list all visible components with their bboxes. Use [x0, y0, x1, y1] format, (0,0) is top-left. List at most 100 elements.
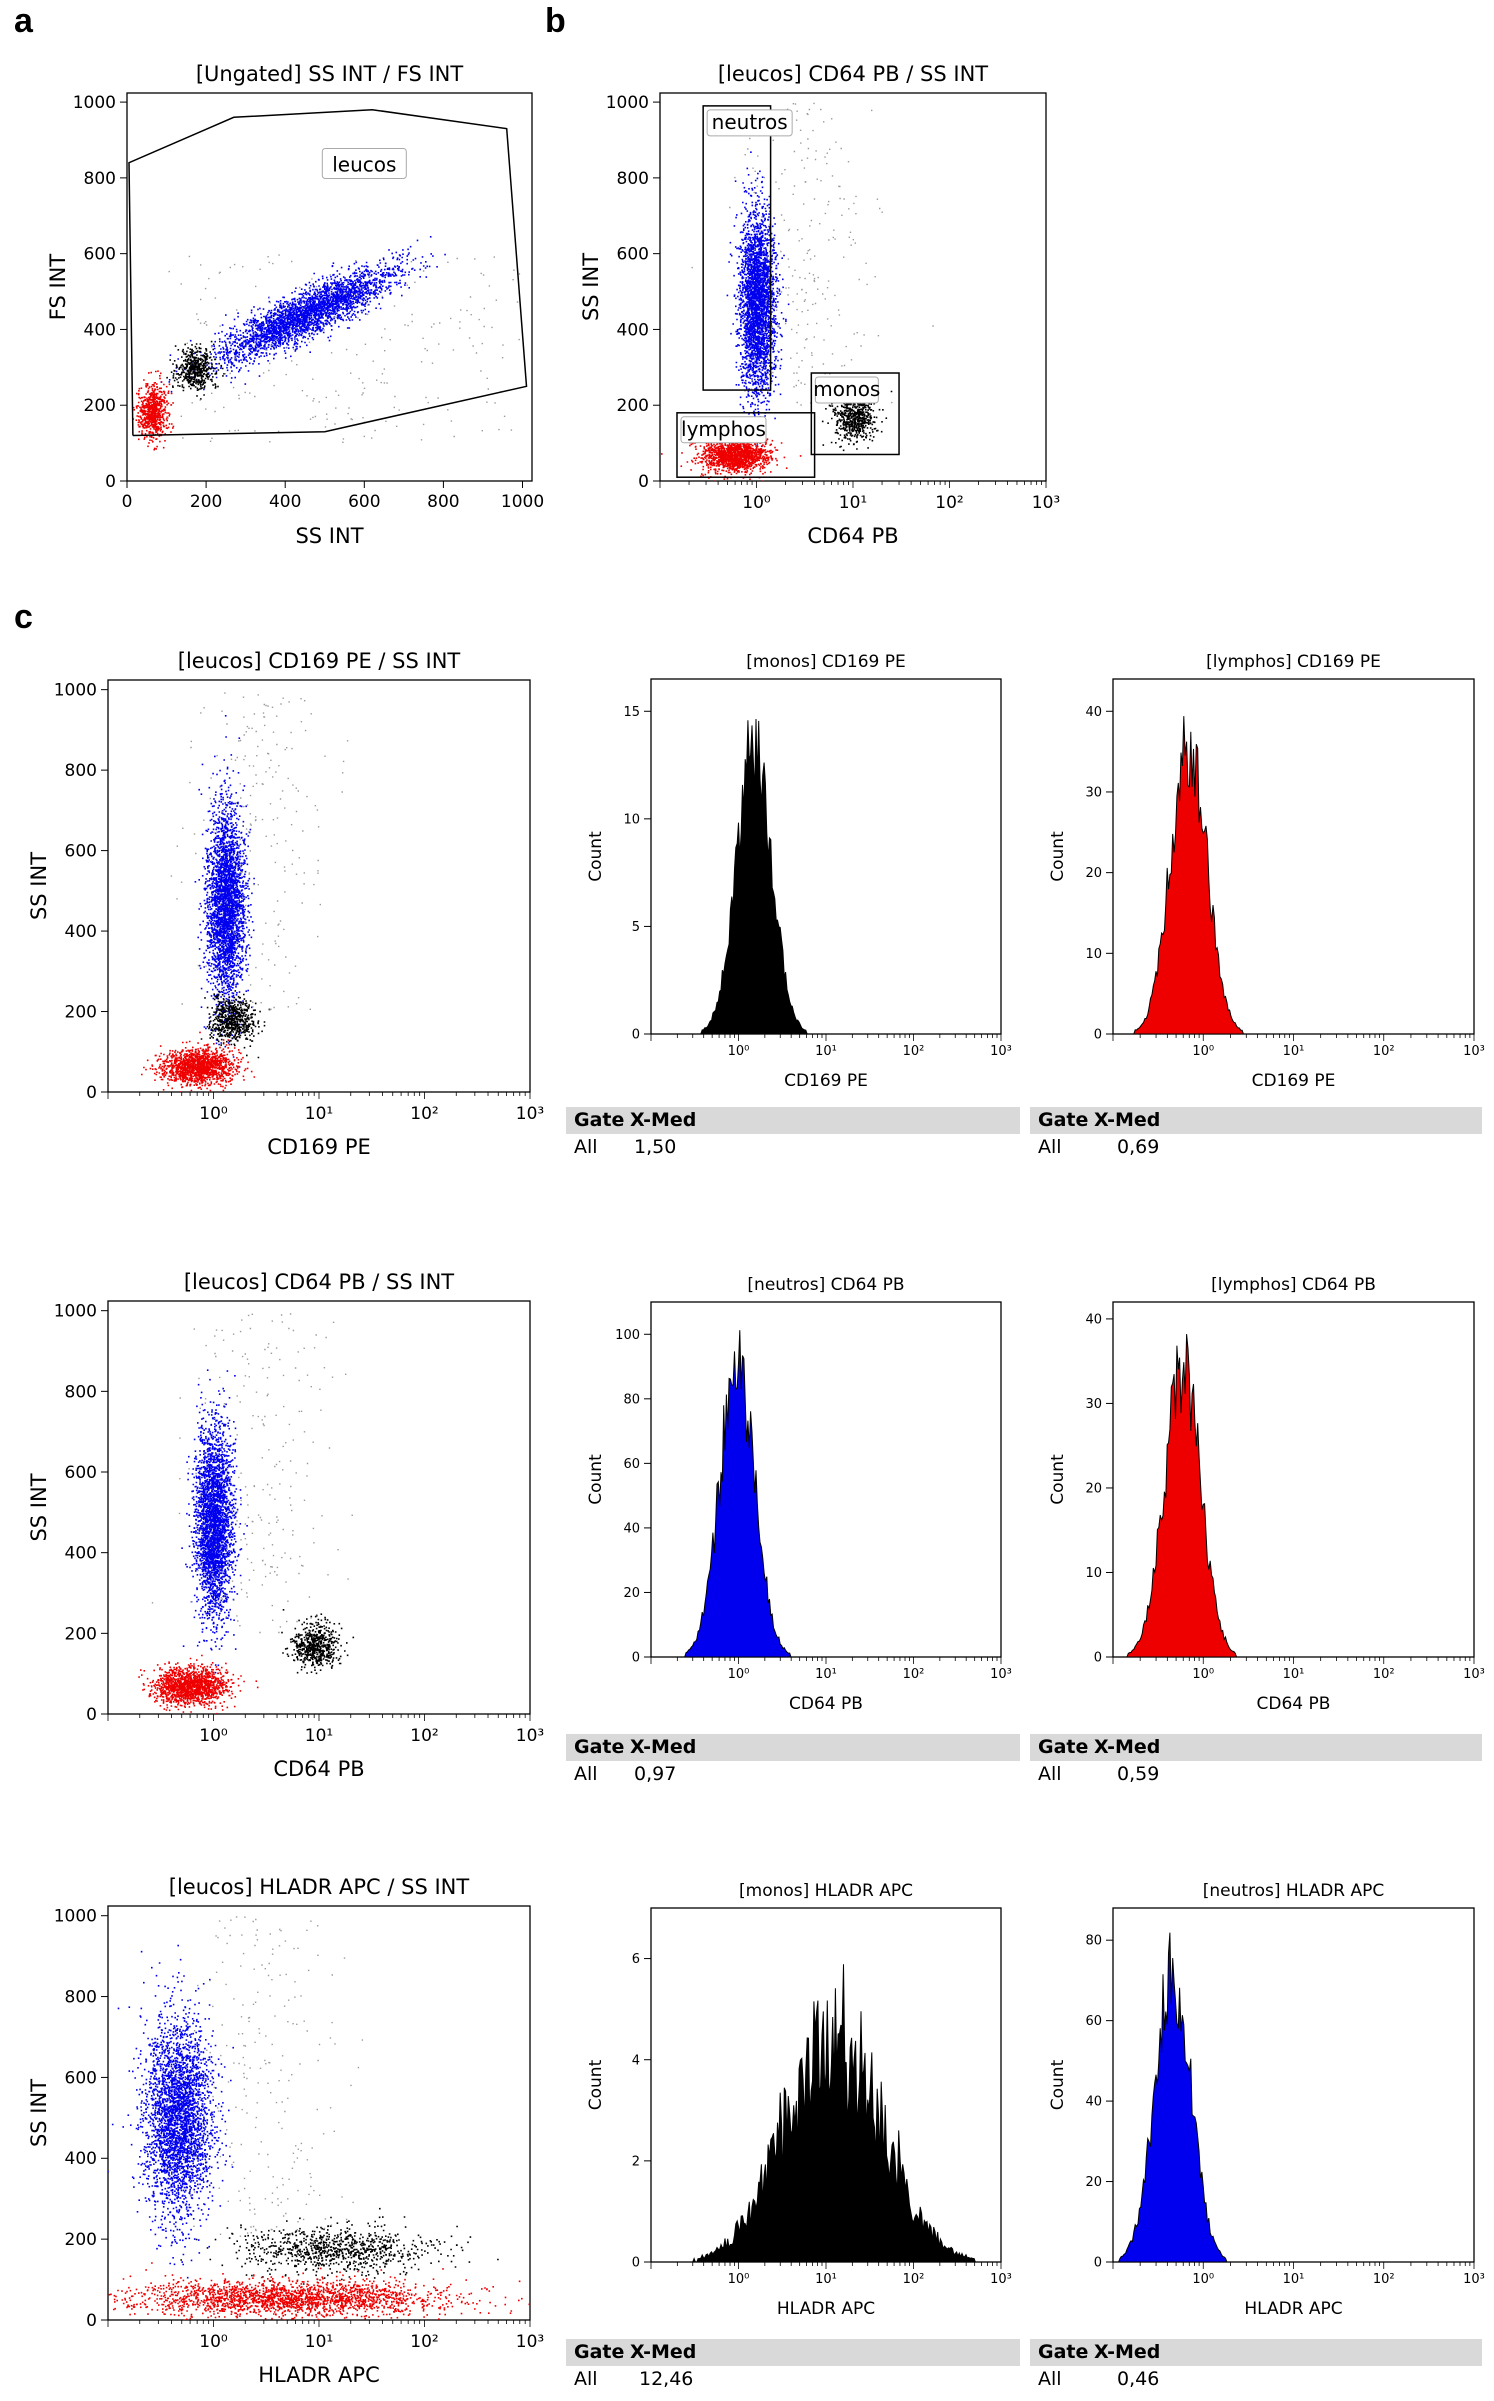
x-tick-label: 10³: [1463, 1667, 1485, 1682]
leucos-gate: [128, 108, 528, 437]
y-tick-label: 60: [623, 1457, 640, 1472]
y-tick-label: 1000: [54, 1907, 97, 1927]
x-tick-label: 10³: [1463, 1044, 1485, 1059]
y-axis-label: SS INT: [27, 852, 51, 920]
chart-title: [neutros] CD64 PB: [747, 1275, 904, 1295]
x-tick-label: 10⁰: [728, 1667, 750, 1682]
scatter-plot-c1: [leucos] CD169 PE / SS INT CD169 PE SS INT…: [27, 649, 544, 1159]
histogram-area: [1113, 1932, 1474, 2263]
y-tick-label: 400: [65, 1544, 97, 1564]
x-tick-label: 1000: [501, 492, 544, 512]
lymphos-gate: [676, 412, 816, 478]
neutros-population-dots: [108, 1944, 234, 2279]
y-axis-label: Count: [586, 1454, 606, 1505]
chart-title: [Ungated] SS INT / FS INT: [196, 62, 464, 86]
y-tick-label: 0: [86, 2311, 97, 2331]
monos-population-dots: [180, 2207, 499, 2285]
x-tick-label: 600: [348, 492, 380, 512]
stats-gate-header: Gate: [574, 1109, 625, 1131]
y-tick-label: 5: [632, 920, 640, 935]
x-axis-label: CD64 PB: [1257, 1694, 1331, 1714]
neutros-population-dots: [181, 1369, 248, 1690]
x-tick-label: 800: [427, 492, 459, 512]
neutros-gate: [702, 105, 772, 391]
histogram-c9: [neutros] HLADR APC HLADR APC Count 10⁰ 10¹ 1…: [1048, 1881, 1485, 2319]
panel-label-a: a: [14, 2, 33, 40]
x-tick-label: 10⁰: [199, 1726, 228, 1746]
y-axis-label: SS INT: [27, 1473, 51, 1541]
lymphos-population-dots: [132, 370, 175, 451]
x-tick-label: 10²: [410, 1726, 438, 1746]
stats-xmed-value: 0,97: [634, 1763, 677, 1785]
y-tick-label: 0: [632, 1651, 640, 1666]
scatter-plot-a: [Ungated] SS INT / FS INT SS INT FS INT 0 20…: [46, 62, 544, 548]
stats-xmed-value: 0,59: [1117, 1763, 1160, 1785]
chart-title: [leucos] CD169 PE / SS INT: [178, 649, 461, 673]
plot-frame: [107, 679, 531, 1093]
stats-xmed-value: 0,46: [1117, 2368, 1160, 2390]
chart-title: [lymphos] CD64 PB: [1211, 1275, 1376, 1295]
dots-layer: [108, 1916, 530, 2320]
x-tick-label: 10¹: [815, 1044, 837, 1059]
chart-title: [leucos] CD64 PB / SS INT: [184, 1270, 454, 1294]
y-tick-label: 200: [65, 1002, 97, 1022]
y-tick-label: 200: [65, 1624, 97, 1644]
y-axis-label: SS INT: [579, 253, 603, 321]
x-tick-label: 10³: [990, 1044, 1012, 1059]
y-tick-label: 600: [84, 245, 116, 265]
plot-frame: [126, 92, 533, 482]
y-axis-label: SS INT: [27, 2079, 51, 2147]
x-tick-label: 10²: [1373, 1044, 1395, 1059]
y-tick-label: 6: [632, 1952, 640, 1967]
stats-table-c6: Gate X-Med All 0,59: [1030, 1734, 1482, 1788]
y-tick-label: 80: [623, 1392, 640, 1407]
stats-gate-header: Gate: [1038, 2341, 1089, 2363]
y-tick-label: 15: [623, 705, 640, 720]
x-tick-label: 10³: [1463, 2272, 1485, 2287]
y-tick-label: 30: [1085, 786, 1102, 801]
stats-gate-value: All: [1038, 1136, 1062, 1158]
x-tick-label: 10²: [903, 2272, 925, 2287]
y-tick-label: 800: [65, 1988, 97, 2008]
stats-table-c9: Gate X-Med All 0,46: [1030, 2339, 1482, 2393]
stats-xmed-value: 1,50: [634, 1136, 677, 1158]
x-tick-label: 10⁰: [728, 2272, 750, 2287]
neutros-population-dots: [160, 236, 446, 394]
y-tick-label: 80: [1085, 1934, 1102, 1949]
other-events-dots: [172, 1916, 364, 2237]
monos-gate-label-box: [814, 376, 879, 404]
y-tick-label: 1000: [54, 1302, 97, 1322]
x-tick-label: 10²: [1373, 2272, 1395, 2287]
y-tick-label: 600: [617, 245, 649, 265]
monos-gate-label: monos: [813, 377, 880, 401]
y-tick-label: 200: [617, 396, 649, 416]
y-tick-label: 800: [617, 169, 649, 189]
dots-layer: [138, 1313, 355, 1714]
stats-gate-value: All: [574, 1136, 598, 1158]
y-axis-label: Count: [1048, 1454, 1068, 1505]
stats-gate-header: Gate: [574, 1736, 625, 1758]
y-tick-label: 10: [623, 812, 640, 827]
y-tick-label: 200: [65, 2230, 97, 2250]
stats-xmed-header: X-Med: [1094, 1109, 1161, 1131]
y-tick-label: 400: [84, 320, 116, 340]
y-tick-label: 0: [86, 1705, 97, 1725]
y-tick-label: 400: [65, 922, 97, 942]
y-tick-label: 400: [65, 2149, 97, 2169]
histogram-area: [1113, 716, 1474, 1035]
histogram-c2: [monos] CD169 PE CD169 PE Count 10⁰ 10¹ 10² 10…: [586, 652, 1012, 1091]
stats-gate-value: All: [1038, 1763, 1062, 1785]
stats-xmed-header: X-Med: [1094, 1736, 1161, 1758]
stats-table-c3: Gate X-Med All 0,69: [1030, 1107, 1482, 1161]
scatter-plot-c7: [leucos] HLADR APC / SS INT HLADR APC SS I…: [27, 1875, 544, 2387]
y-tick-label: 20: [623, 1586, 640, 1601]
y-tick-label: 0: [86, 1083, 97, 1103]
neutros-gate-label-box: [706, 109, 793, 137]
stats-table-c2: Gate X-Med All 1,50: [566, 1107, 1020, 1161]
stats-xmed-header: X-Med: [630, 2341, 697, 2363]
x-tick-label: 10⁰: [199, 1104, 228, 1124]
leucos-gate-label-box: [321, 148, 407, 180]
y-tick-label: 20: [1085, 866, 1102, 881]
y-axis-label: Count: [1048, 2059, 1068, 2110]
y-axis-label: Count: [586, 831, 606, 882]
